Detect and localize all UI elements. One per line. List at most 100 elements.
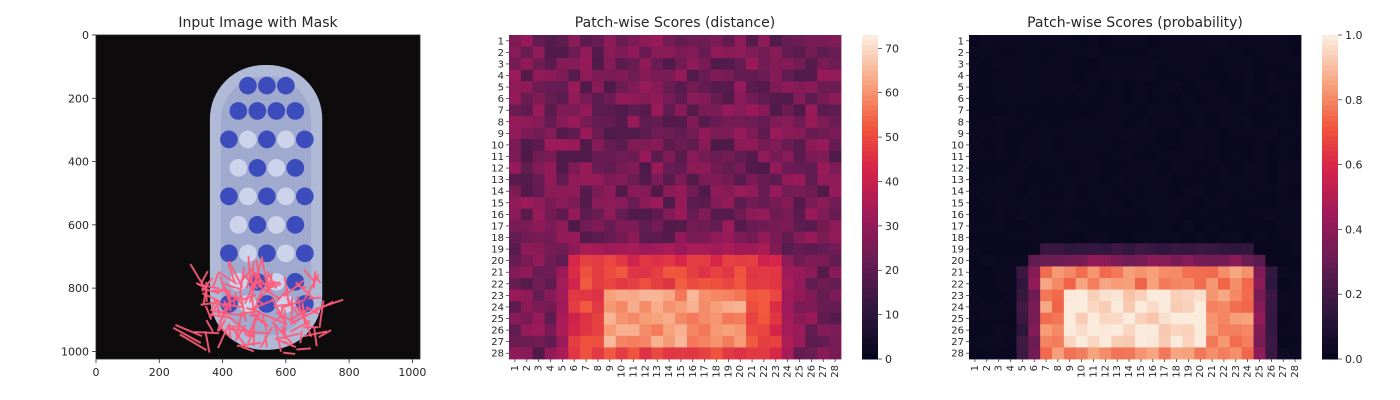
heatmap-cell: [686, 254, 700, 267]
heatmap-cell: [805, 116, 818, 128]
heatmap-cell: [1182, 220, 1195, 233]
heatmap-cell: [1040, 324, 1053, 337]
heatmap-cell: [769, 35, 783, 47]
heatmap-cell: [1218, 150, 1231, 163]
x-tick-label: 7: [581, 365, 592, 371]
heatmap-cell: [1241, 81, 1254, 94]
heatmap-cell: [1182, 324, 1195, 337]
heatmap-cell: [769, 312, 783, 325]
x-tick-label: 15: [676, 365, 687, 378]
heatmap-cell: [710, 69, 723, 82]
heatmap-cell: [781, 231, 794, 244]
heatmap-cell: [758, 312, 771, 325]
heatmap-cell: [1016, 289, 1029, 302]
heatmap-cell: [532, 46, 545, 59]
heatmap-cell: [805, 289, 818, 302]
heatmap-cell: [805, 243, 818, 256]
mask-bristle: [216, 307, 227, 332]
heatmap-cell: [1087, 35, 1100, 47]
heatmap-cell: [1158, 46, 1171, 59]
heatmap-cell: [639, 185, 652, 198]
heatmap-cell: [1123, 58, 1136, 71]
heatmap-cell: [980, 335, 994, 348]
heatmap-cell: [627, 197, 640, 209]
heatmap-cell: [722, 173, 735, 186]
heatmap-cell: [969, 254, 982, 267]
heatmap-cell: [615, 173, 628, 186]
heatmap-cell: [829, 69, 842, 82]
heatmap-cell: [1052, 278, 1065, 290]
heatmap-cell: [781, 116, 794, 128]
x-axis-ticks: 1 2 3 4 5 6 7 8 9 10 11 12 13 14 15 16 17 18 19 20 21 22 23 24 2…: [510, 359, 841, 378]
heatmap-cell: [1253, 92, 1266, 105]
heatmap-cell: [509, 104, 522, 117]
heatmap-cell: [758, 324, 771, 337]
heatmap-cell: [1099, 347, 1112, 360]
heatmap-cell: [1241, 335, 1254, 348]
x-tick-label: 23: [771, 365, 782, 378]
heatmap-cell: [1229, 104, 1243, 117]
heatmap-cell: [1028, 46, 1041, 59]
heatmap-cell: [1123, 347, 1136, 360]
heatmap-cell: [627, 335, 640, 348]
colorbar-segment: [862, 50, 878, 56]
heatmap-cell: [1206, 289, 1219, 302]
heatmap-cell: [698, 335, 711, 348]
heatmap-cell: [817, 208, 830, 221]
heatmap-cell: [710, 185, 723, 198]
heatmap-cell: [651, 35, 664, 47]
heatmap-cell: [1099, 46, 1112, 59]
heatmap-cell: [1241, 243, 1254, 256]
heatmap-cell: [1016, 335, 1029, 348]
y-tick-label: 15: [491, 198, 504, 209]
colorbar-segment: [862, 313, 878, 319]
heatmap-cell: [1229, 197, 1243, 209]
heatmap-cell: [509, 220, 522, 233]
heatmap-cell: [556, 324, 569, 337]
heatmap-cell: [1158, 208, 1171, 221]
heatmap-cell: [603, 243, 617, 256]
y-tick-label: 25: [491, 314, 504, 325]
heatmap-cell: [568, 197, 581, 209]
heatmap-cell: [592, 81, 605, 94]
heatmap-cell: [603, 231, 617, 244]
heatmap-cell: [1289, 58, 1302, 71]
heatmap-cell: [556, 220, 569, 233]
heatmap-cell: [1052, 243, 1065, 256]
heatmap-cell: [1063, 127, 1077, 140]
heatmap-cell: [1004, 185, 1017, 198]
bristle-tuft: [239, 130, 257, 149]
heatmap-cell: [1075, 312, 1088, 325]
mask-bristle: [258, 311, 288, 326]
heatmap-cell: [1075, 231, 1088, 244]
heatmap-cell: [1218, 254, 1231, 267]
heatmap-cell: [969, 185, 982, 198]
colorbar-segment: [1322, 161, 1338, 168]
heatmap-cell: [992, 162, 1005, 175]
heatmap-cell: [781, 81, 794, 94]
heatmap-cell: [1099, 92, 1112, 105]
heatmap-cell: [532, 81, 545, 94]
heatmap-cell: [568, 254, 581, 267]
colorbar-segment: [1322, 308, 1338, 314]
bristle-tuft: [276, 244, 295, 263]
heatmap-cell: [698, 69, 711, 82]
heatmap-cell: [615, 231, 628, 244]
heatmap-cell: [1016, 81, 1029, 94]
x-tick-label: 28: [1290, 365, 1301, 378]
heatmap-cell: [580, 208, 593, 221]
heatmap-cell: [1111, 335, 1124, 348]
colorbar-segment: [1322, 242, 1338, 249]
heatmap-cell: [1146, 312, 1160, 325]
heatmap-cell: [980, 312, 994, 325]
heatmap-cell: [556, 46, 569, 59]
heatmap-cell: [1123, 231, 1136, 244]
heatmap-cell: [698, 301, 711, 314]
heatmap-cell: [1218, 69, 1231, 82]
colorbar-segment: [862, 70, 878, 76]
heatmap-cell: [592, 104, 605, 117]
heatmap-cell: [1218, 173, 1231, 186]
colorbar-segment: [1322, 348, 1338, 355]
heatmap-cell: [829, 150, 842, 163]
